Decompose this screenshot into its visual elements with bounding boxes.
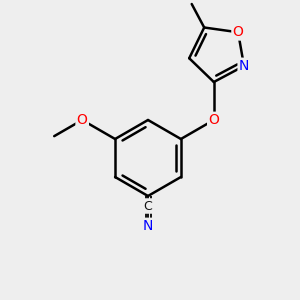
Text: C: C xyxy=(144,200,152,212)
Text: N: N xyxy=(143,219,153,233)
Text: N: N xyxy=(239,59,249,73)
Text: O: O xyxy=(232,25,244,39)
Text: O: O xyxy=(208,113,219,127)
Text: O: O xyxy=(77,113,88,127)
